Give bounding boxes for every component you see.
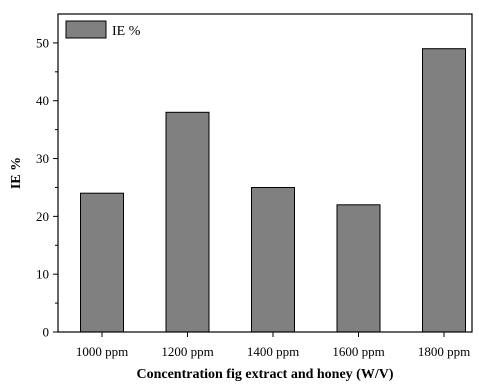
- bar-1600-ppm: [336, 204, 381, 333]
- y-axis-ticks: 0 10 20 30 40 50: [36, 35, 58, 340]
- y-axis-title: IE %: [9, 157, 24, 189]
- legend: IE %: [65, 20, 141, 39]
- x-tick-label: 1600 ppm: [332, 344, 384, 359]
- legend-label: IE %: [112, 24, 141, 39]
- x-axis-title: Concentration fig extract and honey (W/V…: [136, 367, 393, 382]
- bar-1400-ppm: [251, 187, 295, 333]
- y-tick-label: 50: [36, 35, 49, 50]
- y-tick-label: 30: [36, 151, 49, 166]
- bar-1200-ppm: [165, 111, 210, 333]
- x-axis-ticks: 1000 ppm 1200 ppm 1400 ppm 1600 ppm 1800 ppm: [76, 332, 470, 359]
- y-tick-label: 20: [36, 209, 49, 224]
- x-tick-label: 1000 ppm: [76, 344, 128, 359]
- y-tick-label: 10: [36, 267, 49, 282]
- x-tick-label: 1800 ppm: [418, 344, 470, 359]
- x-tick-label: 1400 ppm: [247, 344, 299, 359]
- y-tick-label: 40: [36, 93, 49, 108]
- bar-1000-ppm: [80, 192, 124, 333]
- bar-1800-ppm: [422, 48, 466, 333]
- bars-group: [80, 48, 466, 333]
- y-tick-label: 0: [43, 325, 50, 340]
- x-tick-label: 1200 ppm: [161, 344, 213, 359]
- plot-frame: [57, 13, 473, 333]
- legend-swatch: [65, 20, 107, 39]
